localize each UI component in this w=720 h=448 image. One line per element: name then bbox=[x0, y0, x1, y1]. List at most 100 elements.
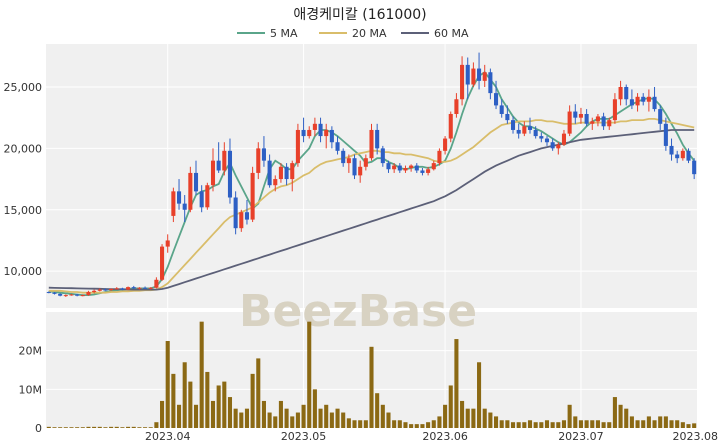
candle-body bbox=[471, 68, 476, 85]
candle bbox=[629, 89, 634, 110]
candle-body bbox=[312, 123, 317, 130]
candle-body bbox=[182, 203, 187, 210]
candle bbox=[216, 142, 221, 173]
candle-body bbox=[160, 246, 165, 280]
candle bbox=[114, 287, 119, 290]
volume-bars bbox=[46, 321, 697, 428]
candle bbox=[222, 142, 227, 176]
volume-bar bbox=[273, 416, 278, 428]
candle-body bbox=[556, 144, 561, 149]
candle bbox=[658, 105, 663, 130]
candle-body bbox=[120, 288, 125, 290]
candle-body bbox=[414, 165, 419, 171]
candle bbox=[205, 182, 210, 210]
candle bbox=[607, 117, 612, 130]
candle-body bbox=[635, 96, 640, 106]
candle bbox=[301, 117, 306, 143]
candle-body bbox=[256, 148, 261, 173]
candle-body bbox=[629, 99, 634, 106]
volume-bar bbox=[290, 416, 295, 428]
volume-bar bbox=[239, 412, 244, 428]
candle bbox=[120, 287, 125, 291]
volume-bar bbox=[75, 427, 80, 428]
candle bbox=[420, 168, 425, 176]
volume-bar bbox=[658, 416, 663, 428]
legend-item: 20 MA bbox=[319, 27, 387, 40]
candle-body bbox=[567, 111, 572, 134]
candle bbox=[505, 105, 510, 124]
candle-body bbox=[380, 148, 385, 164]
volume-bar bbox=[443, 404, 448, 428]
volume-bar bbox=[369, 346, 374, 428]
volume-bar bbox=[324, 404, 329, 428]
candle bbox=[295, 123, 300, 167]
volume-bar bbox=[641, 420, 646, 428]
volume-bar bbox=[448, 385, 453, 428]
candle bbox=[584, 109, 589, 127]
candle-body bbox=[290, 163, 295, 180]
candle-body bbox=[510, 120, 516, 130]
volume-bar bbox=[397, 420, 402, 428]
candle-body bbox=[58, 293, 63, 296]
volume-bar bbox=[533, 422, 538, 428]
candle bbox=[556, 142, 561, 155]
volume-bar bbox=[544, 420, 550, 428]
candle bbox=[324, 123, 329, 149]
candle bbox=[612, 93, 617, 124]
candle-body bbox=[239, 212, 244, 229]
volume-bar bbox=[635, 420, 640, 428]
candle bbox=[561, 129, 567, 146]
candle bbox=[567, 105, 572, 137]
volume-bar bbox=[131, 426, 136, 428]
volume-bar bbox=[669, 420, 674, 428]
volume-bar bbox=[80, 427, 85, 428]
volume-bar bbox=[154, 422, 159, 428]
price-panel bbox=[46, 44, 697, 308]
date-axis-ticks: 2023.04 2023.05 2023.06 2023.07 2023.08 bbox=[145, 430, 718, 443]
candle-body bbox=[550, 142, 555, 149]
volume-bar bbox=[227, 397, 233, 428]
candle bbox=[58, 293, 63, 297]
legend-label: 20 MA bbox=[352, 27, 387, 40]
volume-bar bbox=[284, 408, 289, 428]
candle bbox=[578, 107, 583, 124]
volume-bar bbox=[573, 416, 578, 428]
ma60-line bbox=[48, 129, 695, 291]
candle bbox=[669, 138, 674, 161]
candle bbox=[307, 126, 312, 139]
candle bbox=[522, 121, 527, 137]
candle bbox=[477, 52, 482, 90]
volume-bar bbox=[505, 420, 510, 428]
candle-body bbox=[363, 158, 368, 167]
candle-body bbox=[114, 288, 119, 290]
candle-body bbox=[454, 99, 459, 114]
candle-body bbox=[646, 96, 651, 102]
volume-bar bbox=[556, 422, 561, 428]
candle bbox=[375, 123, 380, 155]
volume-bar bbox=[256, 358, 261, 428]
candle bbox=[148, 287, 153, 290]
volume-bar bbox=[426, 422, 431, 428]
volume-bar bbox=[516, 422, 521, 428]
candle bbox=[454, 93, 459, 118]
candle-body bbox=[663, 123, 668, 146]
candle bbox=[193, 160, 199, 196]
volume-bar bbox=[494, 416, 499, 428]
candle-body bbox=[250, 172, 255, 220]
volume-bar bbox=[488, 412, 493, 428]
candle-body bbox=[307, 129, 312, 137]
candle-body bbox=[561, 133, 567, 145]
candle bbox=[267, 154, 272, 188]
candlesticks bbox=[46, 52, 697, 297]
candle-body bbox=[443, 138, 448, 151]
volume-bar bbox=[329, 412, 334, 428]
candle bbox=[250, 166, 255, 223]
candle-body bbox=[437, 150, 442, 164]
candle-body bbox=[46, 292, 51, 294]
candle bbox=[471, 62, 476, 87]
legend-item: 5 MA bbox=[237, 27, 298, 40]
date-tick-label: 2023.04 bbox=[145, 430, 191, 443]
candle bbox=[227, 138, 233, 204]
candle-body bbox=[686, 150, 691, 161]
candle-body bbox=[126, 287, 131, 290]
